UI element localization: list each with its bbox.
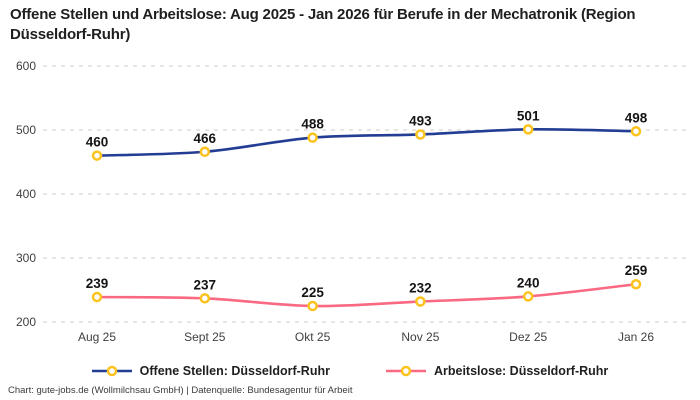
series-line — [95, 127, 638, 157]
y-axis-tick-label: 200 — [16, 315, 36, 329]
y-axis-tick-label: 600 — [16, 59, 36, 73]
data-point-marker — [415, 296, 426, 307]
data-point-marker — [522, 124, 534, 135]
data-point-marker — [630, 278, 642, 290]
data-point-label: 225 — [301, 285, 324, 300]
data-point-marker — [199, 146, 211, 158]
data-point-label: 493 — [409, 113, 432, 128]
y-axis-tick-label: 300 — [16, 251, 36, 265]
line-chart: 200 300 400 500 600 Aug 25 Sept 25 Okt 25 Nov 25… — [16, 59, 688, 344]
series-line — [95, 282, 638, 308]
data-point-marker — [199, 293, 211, 304]
data-point-marker — [91, 291, 103, 303]
x-axis-tick-label: Sept 25 — [184, 330, 226, 344]
source-attribution: Chart: gute-jobs.de (Wollmilchsau GmbH) … — [8, 385, 353, 396]
x-axis-tick-label: Nov 25 — [401, 330, 439, 344]
data-point-marker — [307, 300, 318, 312]
data-point-label: 488 — [301, 117, 324, 132]
data-point-label: 466 — [194, 131, 217, 146]
data-point-label: 501 — [517, 108, 540, 123]
legend-marker-icon — [91, 365, 132, 377]
legend-item: Arbeitslose: Düsseldorf-Ruhr — [385, 364, 609, 378]
data-point-label: 240 — [517, 275, 540, 290]
y-axis-tick-label: 400 — [16, 187, 36, 201]
data-point-marker — [630, 126, 642, 137]
data-point-label: 498 — [625, 110, 648, 125]
data-point-marker — [415, 129, 426, 140]
x-axis-tick-label: Jan 26 — [618, 330, 654, 344]
data-point-marker — [522, 291, 534, 302]
legend-item: Offene Stellen: Düsseldorf-Ruhr — [91, 364, 330, 378]
x-axis-tick-label: Okt 25 — [295, 330, 331, 344]
legend-label: Offene Stellen: Düsseldorf-Ruhr — [139, 364, 330, 378]
data-point-marker — [307, 132, 318, 143]
chart-title: Offene Stellen und Arbeitslose: Aug 2025… — [10, 6, 636, 44]
chart-legend: Offene Stellen: Düsseldorf-Ruhr Arbeitslo… — [0, 358, 700, 384]
data-point-marker — [91, 150, 103, 161]
legend-label: Arbeitslose: Düsseldorf-Ruhr — [433, 364, 609, 378]
legend-marker-icon — [385, 365, 426, 377]
data-point-label: 237 — [194, 277, 217, 292]
x-axis-tick-label: Dez 25 — [509, 330, 547, 344]
data-point-label: 259 — [625, 263, 648, 278]
x-axis-tick-label: Aug 25 — [78, 330, 116, 344]
data-point-label: 239 — [86, 276, 109, 291]
data-point-label: 232 — [409, 281, 432, 296]
y-axis-tick-label: 500 — [16, 123, 36, 137]
data-point-label: 460 — [86, 135, 109, 150]
